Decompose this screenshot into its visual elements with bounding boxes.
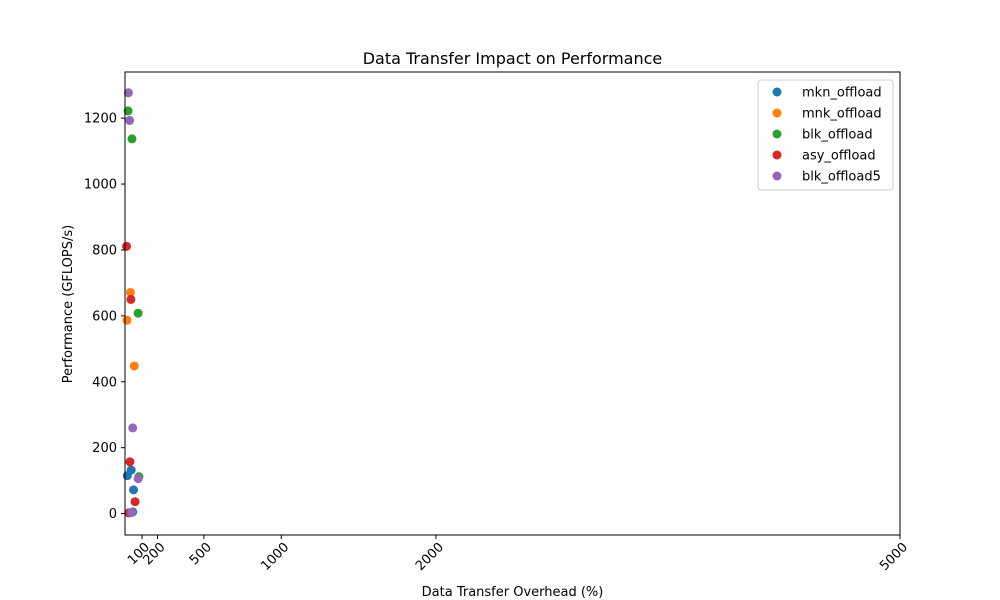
legend-box — [757, 79, 894, 191]
y-tick-label: 0 — [109, 507, 117, 522]
legend-label: mkn_offload — [802, 86, 882, 101]
data-point — [126, 294, 136, 304]
legend-marker — [772, 87, 782, 97]
plot-area — [122, 88, 144, 518]
legend-label: blk_offload — [802, 128, 873, 143]
x-axis-label: Data Transfer Overhead (%) — [422, 585, 604, 600]
data-point — [133, 308, 143, 318]
data-point — [127, 134, 137, 144]
y-tick-label: 800 — [92, 243, 117, 258]
plot-frame — [124, 71, 901, 536]
legend-marker — [772, 150, 782, 160]
x-tick-label: 500 — [187, 540, 215, 568]
legend-label: mnk_offload — [802, 107, 882, 122]
x-tick-label: 1000 — [258, 540, 292, 574]
y-tick-label: 200 — [92, 441, 117, 456]
x-tick-label: 2000 — [413, 540, 447, 574]
chart-title: Data Transfer Impact on Performance — [363, 49, 663, 68]
y-axis-label: Performance (GFLOPS/s) — [61, 225, 76, 383]
data-point — [122, 241, 132, 251]
data-point — [123, 106, 133, 116]
y-tick-label: 400 — [92, 375, 117, 390]
data-point — [129, 361, 139, 371]
y-tick-label: 600 — [92, 309, 117, 324]
y-tick-label: 1000 — [84, 178, 117, 193]
data-point — [125, 457, 135, 467]
data-point — [125, 115, 135, 125]
data-point — [133, 474, 143, 484]
data-point — [126, 465, 136, 475]
legend: mkn_offload mnk_offload blk_offload asy_off… — [757, 79, 894, 191]
legend-label: asy_offload — [802, 149, 876, 164]
data-point — [130, 497, 140, 507]
data-point — [123, 88, 133, 98]
legend-marker — [772, 108, 782, 118]
data-point — [122, 315, 132, 325]
data-point — [126, 508, 136, 518]
y-tick-label: 1200 — [84, 112, 117, 127]
legend-label: blk_offload5 — [802, 170, 881, 185]
data-point — [128, 423, 138, 433]
data-point — [129, 485, 139, 495]
legend-marker — [772, 171, 782, 181]
data-point — [125, 287, 135, 297]
x-tick-label: 5000 — [877, 540, 911, 574]
legend-marker — [772, 129, 782, 139]
